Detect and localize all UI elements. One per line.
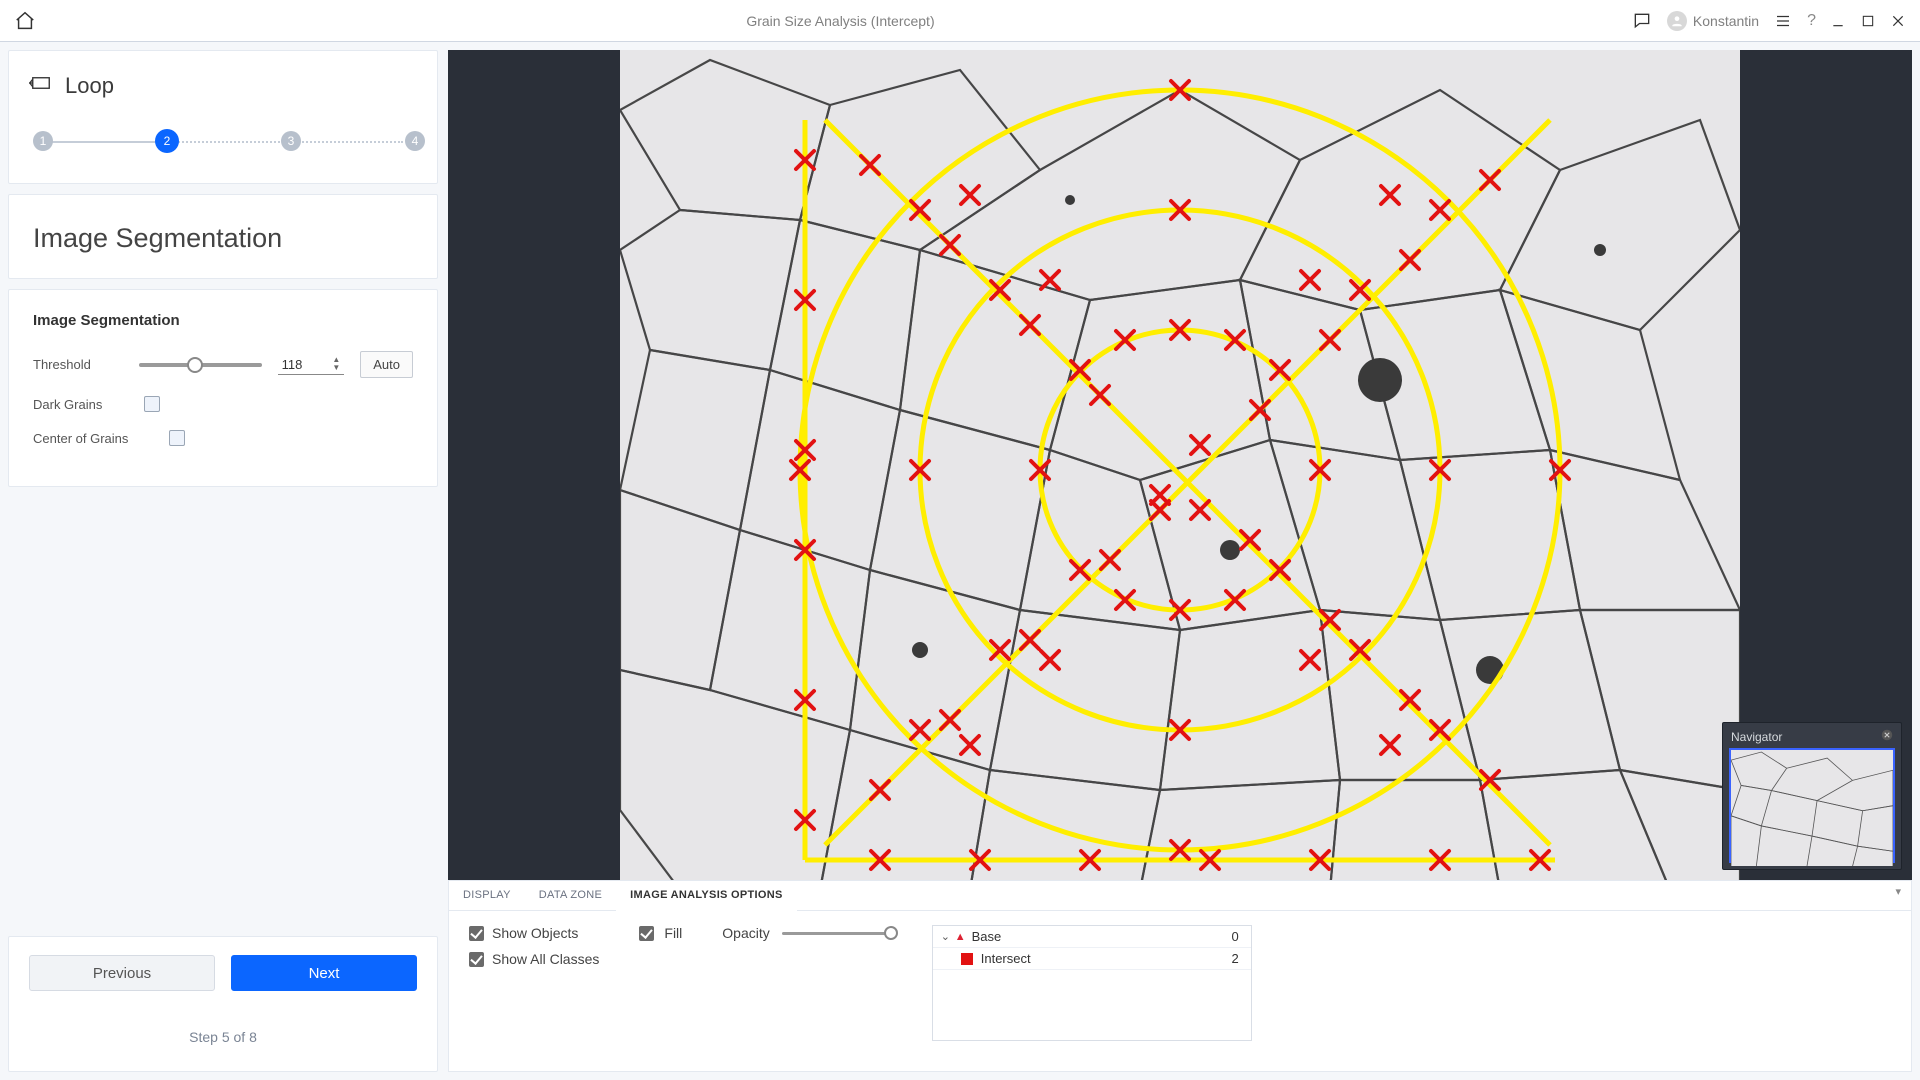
step-dot-1[interactable]: 1 <box>33 131 53 151</box>
left-panel: Loop 1 2 3 4 Image Segmentation Image Se… <box>8 50 438 1072</box>
class-row-intersect[interactable]: Intersect 2 <box>933 948 1251 970</box>
dark-grains-label: Dark Grains <box>33 397 128 412</box>
section-header-card: Image Segmentation <box>8 194 438 279</box>
chat-icon[interactable] <box>1631 11 1653 31</box>
threshold-label: Threshold <box>33 357 123 372</box>
show-all-classes-checkbox[interactable] <box>469 952 484 967</box>
opacity-slider-thumb[interactable] <box>884 926 898 940</box>
step-dot-3[interactable]: 3 <box>281 131 301 151</box>
navigator-panel[interactable]: Navigator <box>1722 722 1902 870</box>
user-chip[interactable]: Konstantin <box>1667 11 1759 31</box>
fill-label: Fill <box>664 925 682 941</box>
show-objects-label: Show Objects <box>492 925 578 941</box>
close-icon[interactable] <box>1890 13 1906 29</box>
previous-button[interactable]: Previous <box>29 955 215 991</box>
params-title: Image Segmentation <box>33 312 413 329</box>
bottom-panel: DISPLAY DATA ZONE IMAGE ANALYSIS OPTIONS… <box>448 880 1912 1072</box>
tab-data-zone[interactable]: DATA ZONE <box>525 881 616 910</box>
maximize-icon[interactable] <box>1860 13 1876 29</box>
navigator-close-icon[interactable] <box>1881 729 1893 744</box>
class-table: ⌄ ▲ Base 0 Intersect 2 <box>932 925 1252 1041</box>
navigator-thumbnail[interactable] <box>1729 748 1895 863</box>
dark-grains-checkbox[interactable] <box>144 396 160 412</box>
class-intersect-swatch <box>961 953 973 965</box>
show-objects-checkbox[interactable] <box>469 926 484 941</box>
spin-down-icon[interactable]: ▼ <box>332 364 340 372</box>
auto-button[interactable]: Auto <box>360 351 413 378</box>
progress-stepper: 1 2 3 4 <box>33 129 413 153</box>
avatar-icon <box>1667 11 1687 31</box>
opacity-slider[interactable] <box>782 932 892 935</box>
class-base-name: Base <box>972 929 1203 944</box>
step-dot-2[interactable]: 2 <box>155 129 179 153</box>
fill-row[interactable]: Fill <box>639 925 682 941</box>
show-all-classes-row[interactable]: Show All Classes <box>469 951 599 967</box>
workspace: Loop 1 2 3 4 Image Segmentation Image Se… <box>0 42 1920 1080</box>
threshold-slider-thumb[interactable] <box>187 357 203 373</box>
arrow-up-icon[interactable]: ▲ <box>955 931 966 943</box>
next-button[interactable]: Next <box>231 955 417 991</box>
intercept-overlay <box>620 50 1740 880</box>
center-grains-checkbox[interactable] <box>169 430 185 446</box>
threshold-input[interactable]: 118 ▲▼ <box>278 354 345 375</box>
params-card: Image Segmentation Threshold 118 ▲▼ Auto… <box>8 289 438 487</box>
microscopy-image <box>620 50 1740 880</box>
titlebar: Grain Size Analysis (Intercept) Konstant… <box>0 0 1920 42</box>
menu-icon[interactable] <box>1773 12 1793 30</box>
tab-image-analysis[interactable]: IMAGE ANALYSIS OPTIONS <box>616 881 796 911</box>
loop-label: Loop <box>65 73 114 99</box>
image-canvas[interactable]: Navigator <box>448 50 1912 880</box>
step-text: Step 5 of 8 <box>29 1029 417 1045</box>
loop-icon <box>29 73 53 99</box>
chevron-down-icon[interactable]: ⌄ <box>941 930 955 943</box>
nav-card: Previous Next Step 5 of 8 <box>8 936 438 1072</box>
collapse-icon[interactable]: ▾ <box>1885 881 1911 910</box>
center-grains-row: Center of Grains <box>33 430 413 446</box>
window-title: Grain Size Analysis (Intercept) <box>50 13 1631 29</box>
class-intersect-value: 2 <box>1203 951 1243 966</box>
class-row-base[interactable]: ⌄ ▲ Base 0 <box>933 926 1251 948</box>
show-all-classes-label: Show All Classes <box>492 951 599 967</box>
minimize-icon[interactable] <box>1830 13 1846 29</box>
opacity-row: Opacity <box>722 925 891 941</box>
loop-card: Loop 1 2 3 4 <box>8 50 438 184</box>
class-intersect-name: Intersect <box>981 951 1203 966</box>
opacity-label: Opacity <box>722 925 769 941</box>
right-area: Navigator <box>448 50 1912 1072</box>
username: Konstantin <box>1693 13 1759 29</box>
threshold-slider[interactable] <box>139 363 262 367</box>
tab-display[interactable]: DISPLAY <box>449 881 525 910</box>
navigator-title: Navigator <box>1731 730 1782 744</box>
class-base-value: 0 <box>1203 929 1243 944</box>
show-objects-row[interactable]: Show Objects <box>469 925 599 941</box>
threshold-value: 118 <box>282 357 303 372</box>
threshold-row: Threshold 118 ▲▼ Auto <box>33 351 413 378</box>
section-title: Image Segmentation <box>33 223 413 254</box>
center-grains-label: Center of Grains <box>33 431 153 446</box>
home-icon[interactable] <box>0 10 50 32</box>
bottom-tabs: DISPLAY DATA ZONE IMAGE ANALYSIS OPTIONS… <box>449 881 1911 911</box>
step-dot-4[interactable]: 4 <box>405 131 425 151</box>
help-icon[interactable]: ? <box>1807 12 1816 30</box>
dark-grains-row: Dark Grains <box>33 396 413 412</box>
fill-checkbox[interactable] <box>639 926 654 941</box>
